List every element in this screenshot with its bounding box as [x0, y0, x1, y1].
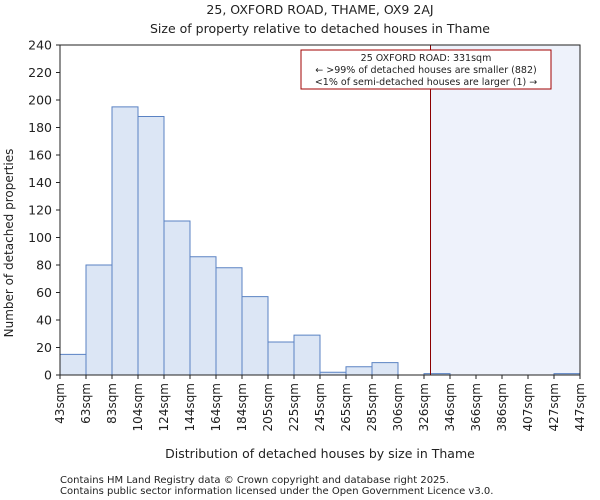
y-tick-label: 200 [28, 93, 52, 108]
bar [293, 334, 321, 376]
annotation-smaller: ← >99% of detached houses are smaller (8… [315, 65, 536, 76]
y-tick-label: 220 [28, 65, 52, 80]
x-axis: 43sqm 63sqm 83sqm 104sqm 124sqm 144sqm 164sqm 1… [53, 375, 587, 431]
y-tick-label: 60 [36, 285, 52, 300]
x-tick-label: 83sqm [105, 383, 119, 424]
x-tick-label: 407sqm [521, 383, 535, 431]
x-tick-label: 63sqm [79, 383, 93, 424]
bar [111, 106, 139, 376]
footer-line-1: Contains HM Land Registry data © Crown c… [60, 475, 449, 486]
bar [163, 220, 191, 376]
footer-line-2: Contains public sector information licen… [60, 486, 493, 497]
bar [215, 267, 243, 376]
x-tick-label: 43sqm [53, 383, 67, 424]
plot-frame [59, 44, 581, 376]
x-tick-label: 225sqm [287, 383, 301, 431]
y-tick-label: 140 [28, 175, 52, 190]
y-tick-label: 240 [28, 38, 52, 53]
x-tick-label: 306sqm [391, 383, 405, 431]
y-tick-label: 100 [28, 230, 52, 245]
y-tick-label: 80 [36, 258, 52, 273]
chart-subtitle: Size of property relative to detached ho… [150, 21, 490, 36]
annotation: 25 OXFORD ROAD: 331sqm ← >99% of detache… [300, 49, 552, 90]
x-tick-label: 326sqm [417, 383, 431, 431]
annotation-larger: <1% of semi-detached houses are larger (… [315, 77, 537, 88]
x-tick-label: 366sqm [469, 383, 483, 431]
x-tick-label: 285sqm [365, 383, 379, 431]
bar [345, 366, 373, 376]
bar [241, 296, 269, 376]
bars [59, 106, 581, 376]
bar [267, 341, 295, 376]
x-tick-label: 427sqm [547, 383, 561, 431]
x-tick-label: 144sqm [183, 383, 197, 431]
y-tick-label: 180 [28, 120, 52, 135]
bar [137, 116, 165, 376]
bar [371, 362, 399, 376]
x-tick-label: 386sqm [495, 383, 509, 431]
x-tick-label: 245sqm [313, 383, 327, 431]
x-axis-label: Distribution of detached houses by size … [165, 446, 475, 461]
chart-title: 25, OXFORD ROAD, THAME, OX9 2AJ [206, 2, 433, 17]
x-tick-label: 447sqm [573, 383, 587, 431]
larger-region-shade [430, 45, 580, 375]
x-tick-label: 205sqm [261, 383, 275, 431]
x-tick-label: 124sqm [157, 383, 171, 431]
x-tick-label: 346sqm [443, 383, 457, 431]
x-tick-label: 104sqm [131, 383, 145, 431]
bar [59, 353, 87, 376]
y-tick-label: 120 [28, 203, 52, 218]
x-tick-label: 164sqm [209, 383, 223, 431]
x-tick-label: 184sqm [235, 383, 249, 431]
annotation-title: 25 OXFORD ROAD: 331sqm [361, 53, 492, 64]
y-axis-label: Number of detached properties [2, 149, 16, 338]
x-tick-label: 265sqm [339, 383, 353, 431]
y-tick-label: 0 [44, 368, 52, 383]
y-tick-label: 160 [28, 148, 52, 163]
y-tick-label: 40 [36, 313, 52, 328]
y-tick-label: 20 [36, 340, 52, 355]
annotation-box [300, 49, 552, 90]
y-axis: 0 20 40 60 80 100 120 140 160 180 200 220 240 [28, 38, 60, 383]
bar [85, 264, 113, 376]
bar [189, 256, 217, 376]
